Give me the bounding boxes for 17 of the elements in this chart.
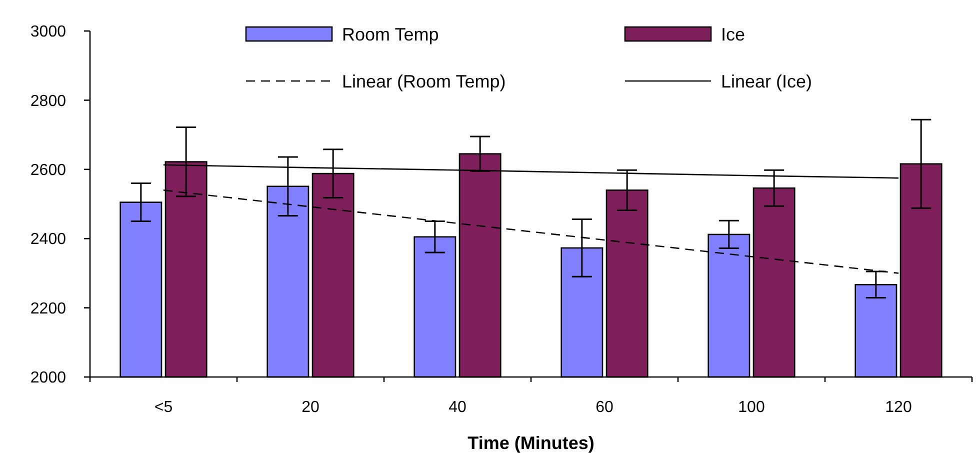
x-tick-label: 100 — [738, 399, 765, 416]
y-tick-label: 3000 — [30, 24, 66, 41]
x-tick-label: 120 — [885, 399, 912, 416]
legend-label: Linear (Ice) — [721, 71, 812, 92]
y-tick-label: 2800 — [30, 92, 66, 110]
x-axis-title: Time (Minutes) — [468, 433, 594, 453]
y-tick-label: 2600 — [30, 162, 66, 179]
x-tick-label: <5 — [154, 399, 173, 416]
legend-label: Linear (Room Temp) — [342, 71, 506, 92]
x-tick-label: 40 — [448, 399, 466, 416]
y-tick-label: 2400 — [30, 231, 66, 248]
y-tick-label: 2200 — [30, 300, 66, 318]
legend-label: Ice — [721, 24, 746, 44]
legend-label: Room Temp — [342, 24, 439, 44]
x-tick-label: 60 — [596, 399, 614, 416]
x-tick-label: 20 — [302, 399, 320, 416]
y-tick-label: 2000 — [30, 370, 66, 387]
